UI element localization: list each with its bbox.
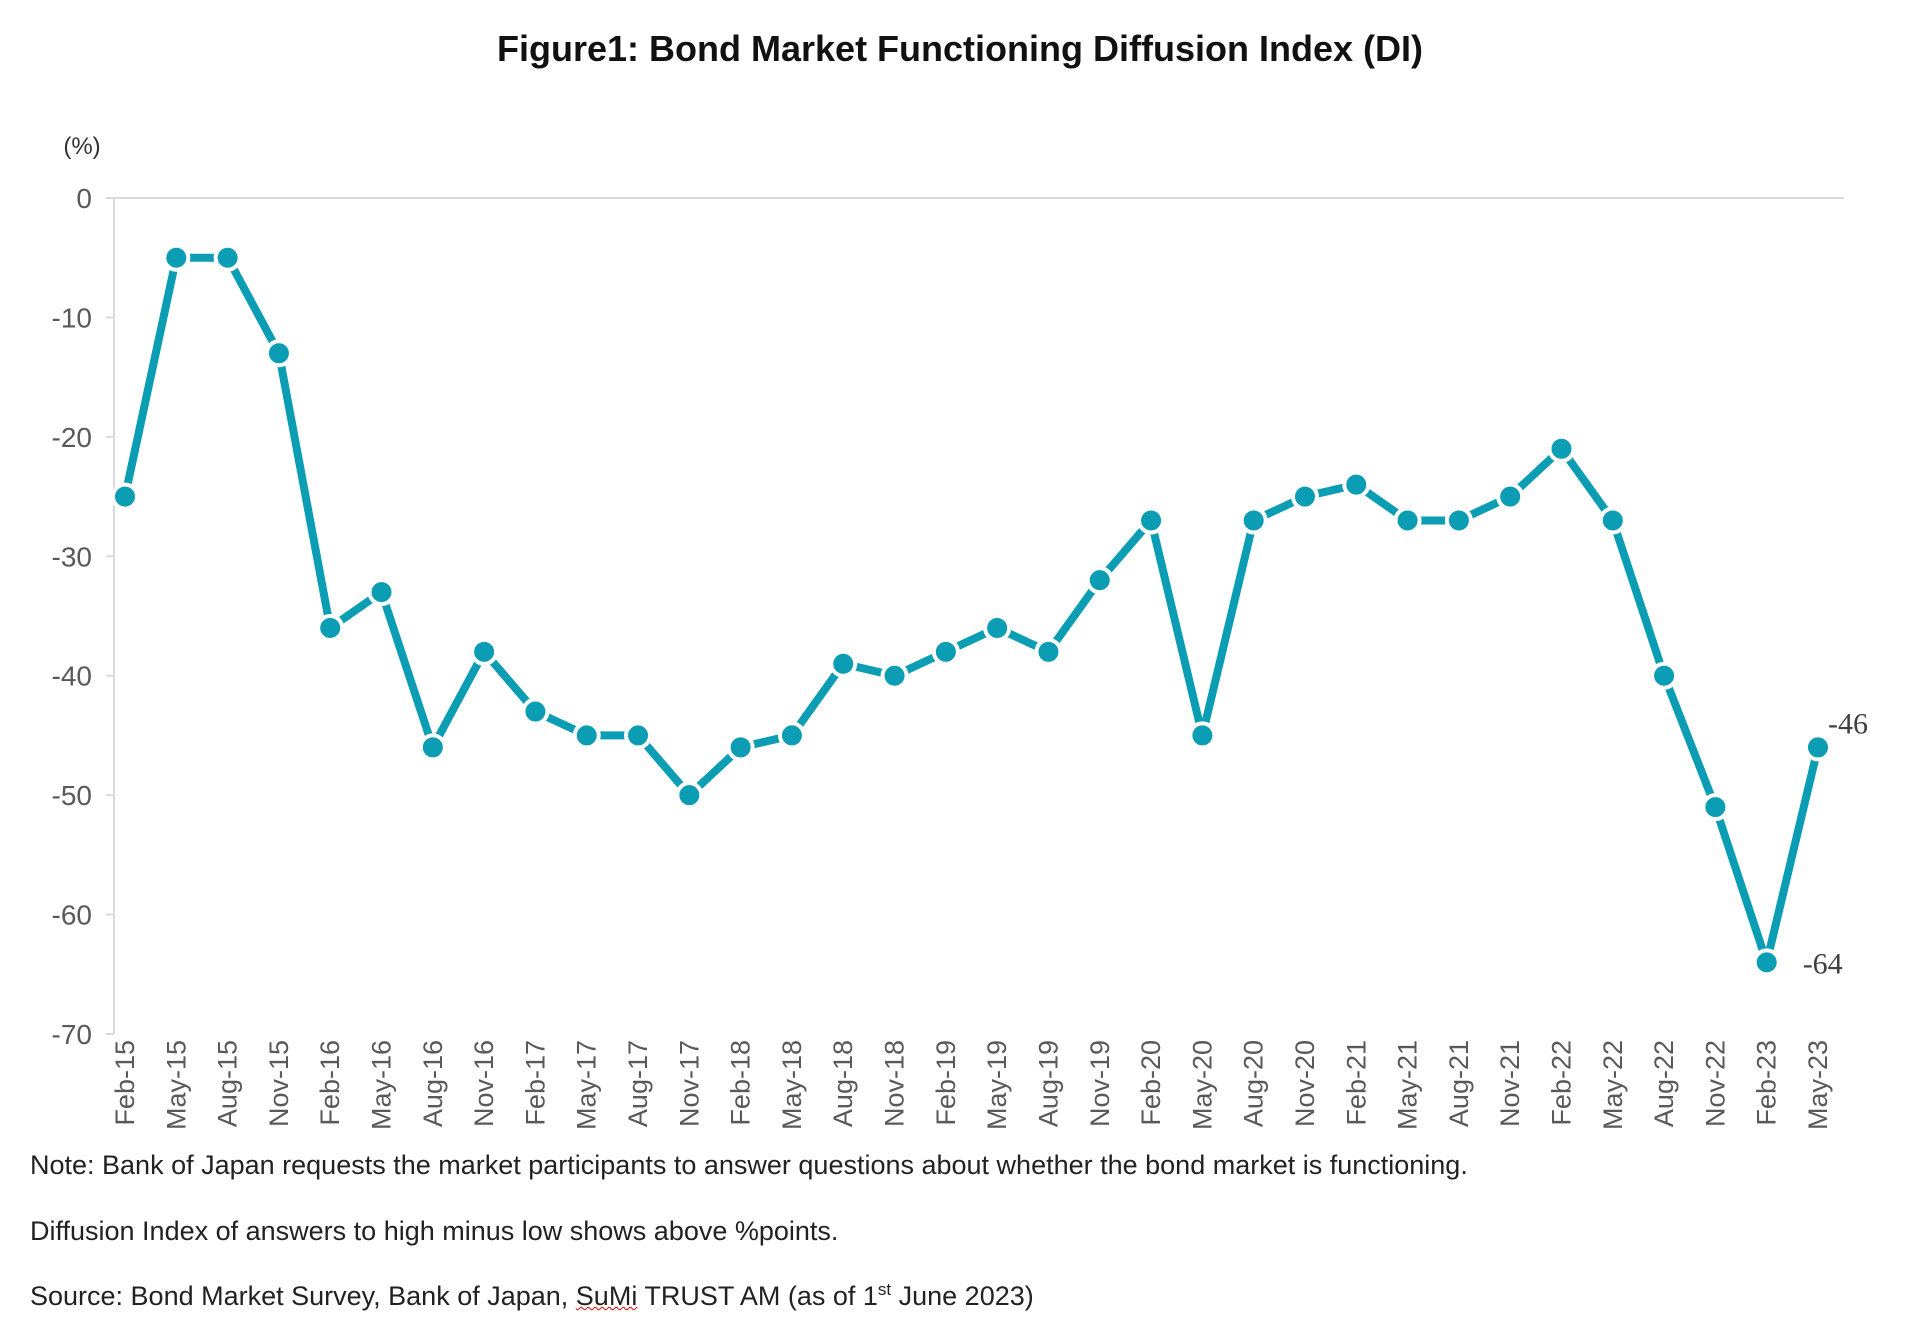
data-point [1752, 948, 1781, 977]
x-tick-label: Feb-21 [1341, 1040, 1371, 1126]
data-label: -46 [1828, 707, 1868, 740]
x-tick-label: May-22 [1598, 1040, 1628, 1130]
x-tick-label: Aug-19 [1033, 1040, 1063, 1127]
note-line-1: Note: Bank of Japan requests the market … [30, 1150, 1468, 1180]
x-tick-label: May-18 [777, 1040, 807, 1130]
data-point [880, 661, 909, 690]
x-tick-label: Nov-20 [1290, 1040, 1320, 1127]
data-point [1085, 566, 1114, 595]
x-tick-label: Feb-22 [1546, 1040, 1576, 1126]
data-point [162, 243, 191, 272]
x-tick-label: May-23 [1803, 1040, 1833, 1130]
data-point [1444, 506, 1473, 535]
data-point [213, 243, 242, 272]
x-tick-label: May-16 [367, 1040, 397, 1130]
y-axis-unit-label: (%) [63, 133, 100, 160]
data-point [675, 781, 704, 810]
source-mid: TRUST AM (as of 1 [637, 1281, 878, 1311]
x-tick-label: Nov-18 [880, 1040, 910, 1127]
x-tick-label: Nov-16 [469, 1040, 499, 1127]
x-tick-label: Nov-19 [1085, 1040, 1115, 1127]
data-point [418, 733, 447, 762]
data-point [1598, 506, 1627, 535]
x-tick-label: Aug-15 [213, 1040, 243, 1127]
data-point [829, 649, 858, 678]
x-tick-label: Aug-17 [623, 1040, 653, 1127]
data-point [726, 733, 755, 762]
x-tick-label: Feb-20 [1136, 1040, 1166, 1126]
data-point [572, 721, 601, 750]
data-point [1393, 506, 1422, 535]
y-tick-label: -60 [52, 900, 92, 931]
source-prefix: Source: Bond Market Survey, Bank of Japa… [30, 1281, 576, 1311]
data-label: -64 [1803, 947, 1843, 980]
x-tick-label: Aug-20 [1239, 1040, 1269, 1127]
y-tick-label: -70 [52, 1019, 92, 1050]
source-underlined: SuMi [575, 1281, 638, 1311]
x-tick-label: Aug-21 [1444, 1040, 1474, 1127]
x-tick-label: Nov-17 [674, 1040, 704, 1127]
y-tick-label: -30 [52, 541, 92, 572]
chart-title: Figure1: Bond Market Functioning Diffusi… [497, 28, 1423, 69]
data-point [111, 482, 139, 511]
x-tick-label: May-21 [1393, 1040, 1423, 1130]
y-tick-label: -20 [52, 422, 92, 453]
data-point [1239, 506, 1268, 535]
x-tick-label: Nov-21 [1495, 1040, 1525, 1127]
data-point [1137, 506, 1166, 535]
x-tick-label: May-17 [572, 1040, 602, 1130]
x-tick-label: Aug-18 [828, 1040, 858, 1127]
data-point [367, 578, 396, 607]
data-point [1701, 793, 1730, 822]
x-tick-label: Feb-18 [726, 1040, 756, 1126]
x-tick-label: May-20 [1187, 1040, 1217, 1130]
y-tick-label: -50 [52, 780, 92, 811]
y-tick-label: -40 [52, 661, 92, 692]
data-point [1034, 637, 1063, 666]
source-line: Source: Bond Market Survey, Bank of Japa… [30, 1280, 1034, 1312]
data-point [624, 721, 653, 750]
data-point [521, 697, 550, 726]
data-point [931, 637, 960, 666]
data-point [1804, 733, 1832, 762]
x-tick-label: Feb-23 [1752, 1040, 1782, 1126]
y-tick-label: 0 [76, 183, 92, 214]
x-tick-label: Aug-16 [418, 1040, 448, 1127]
data-point [1290, 482, 1319, 511]
x-tick-label: Feb-17 [520, 1040, 550, 1126]
data-point [1188, 721, 1217, 750]
x-tick-label: May-19 [982, 1040, 1012, 1130]
series-line [121, 253, 1822, 967]
data-point [1342, 470, 1371, 499]
source-sup: st [877, 1280, 892, 1299]
x-tick-label: Feb-19 [931, 1040, 961, 1126]
data-point [1496, 482, 1525, 511]
x-tick-label: May-15 [161, 1040, 191, 1130]
x-tick-label: Aug-22 [1649, 1040, 1679, 1127]
y-tick-label: -10 [52, 302, 92, 333]
data-point [1547, 434, 1576, 463]
data-point [777, 721, 806, 750]
x-tick-label: Nov-22 [1700, 1040, 1730, 1127]
data-point [983, 613, 1012, 642]
data-point [470, 637, 499, 666]
data-point [316, 613, 345, 642]
x-tick-label: Nov-15 [264, 1040, 294, 1127]
x-tick-label: Feb-16 [315, 1040, 345, 1126]
x-tick-label: Feb-15 [110, 1040, 140, 1126]
data-point [1650, 661, 1679, 690]
note-line-2: Diffusion Index of answers to high minus… [30, 1216, 839, 1246]
source-end: June 2023) [891, 1281, 1034, 1311]
data-point [264, 339, 293, 368]
